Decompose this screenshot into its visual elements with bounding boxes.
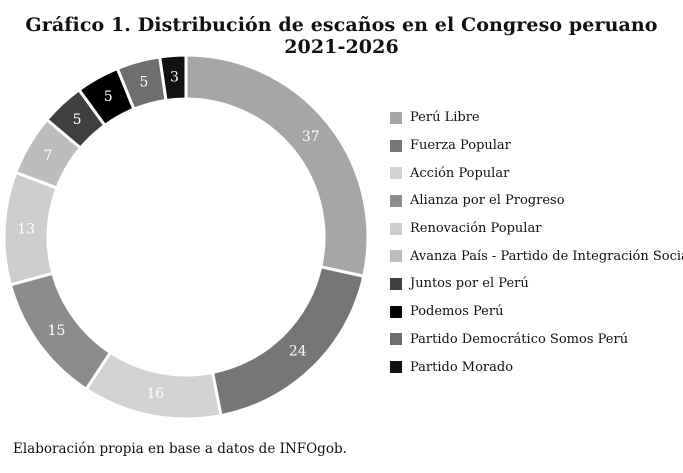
legend-label: Alianza por el Progreso [410,193,565,209]
slice-1 [210,264,366,418]
donut-chart: 37 24 16 15 13 7 5 5 5 3 [2,53,370,421]
legend-label: Fuerza Popular [410,138,511,154]
legend-label: Juntos por el Perú [410,276,529,292]
legend-label: Podemos Perú [410,304,504,320]
slice-label-2: 16 [146,386,164,402]
legend-item: Avanza País - Partido de Integración Soc… [390,242,683,270]
slice-label-1: 24 [289,343,307,359]
source-note: Elaboración propia en base a datos de IN… [13,441,347,457]
slice-label-9: 3 [170,69,179,85]
legend-swatch [390,361,402,374]
slice-label-6: 5 [73,112,82,128]
chart-title: Gráfico 1. Distribución de escaños en el… [25,14,658,58]
slice-label-8: 5 [140,75,149,91]
legend-item: Acción Popular [390,159,683,187]
legend-label: Renovación Popular [410,221,542,237]
legend-item: Juntos por el Perú [390,270,683,298]
legend-swatch [390,167,402,180]
legend-label: Partido Morado [410,359,514,375]
slice-label-7: 5 [104,89,113,105]
legend-label: Partido Democrático Somos Perú [410,331,629,347]
legend-swatch [390,111,402,124]
slice-label-5: 7 [44,148,53,164]
slice-0 [184,53,370,279]
legend-swatch [390,305,402,318]
legend-label: Acción Popular [410,165,510,181]
legend-item: Alianza por el Progreso [390,187,683,215]
legend-label: Perú Libre [410,110,480,126]
legend-item: Perú Libre [390,104,683,132]
legend-item: Renovación Popular [390,215,683,243]
slice-label-4: 13 [17,221,35,237]
legend-item: Partido Morado [390,353,683,381]
legend-swatch [390,194,402,207]
slice-label-0: 37 [302,129,320,145]
legend-item: Fuerza Popular [390,132,683,160]
legend-item: Podemos Perú [390,298,683,326]
legend-swatch [390,333,402,346]
slice-9 [158,53,188,103]
legend-swatch [390,250,402,263]
legend-swatch [390,139,402,152]
chart-legend: Perú Libre Fuerza Popular Acción Popular Al… [390,104,683,381]
legend-item: Partido Democrático Somos Perú [390,326,683,354]
legend-swatch [390,222,402,235]
slice-label-3: 15 [48,323,66,339]
legend-label: Avanza País - Partido de Integración Soc… [410,248,683,264]
legend-swatch [390,277,402,290]
